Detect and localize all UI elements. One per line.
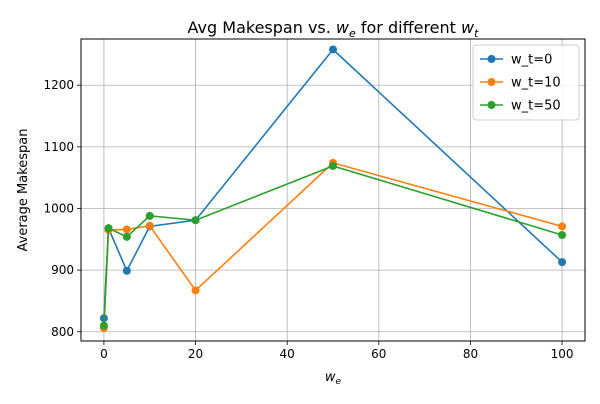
legend-label: w_t=0 <box>511 53 552 68</box>
x-tick-label: 40 <box>280 347 295 361</box>
data-point <box>122 232 131 241</box>
legend-item: w_t=50 <box>480 99 561 114</box>
legend-label: w_t=50 <box>511 99 561 114</box>
y-tick-label: 800 <box>51 325 74 339</box>
data-point <box>329 45 337 54</box>
data-point <box>145 221 154 230</box>
data-point <box>558 222 567 231</box>
data-point <box>191 216 200 225</box>
legend-marker <box>487 78 496 86</box>
legend-item: w_t=0 <box>480 53 552 68</box>
data-point <box>558 230 567 239</box>
legend-item: w_t=10 <box>480 76 561 91</box>
series-layer <box>99 45 567 333</box>
ticks: 0 20 40 60 80 100 800 900 1000 1100 1200 <box>43 78 573 361</box>
y-tick-label: 1200 <box>43 78 74 92</box>
y-tick-label: 1100 <box>43 140 74 154</box>
plot-frame <box>80 38 586 342</box>
legend-marker <box>487 55 496 63</box>
x-tick-label: 0 <box>100 347 108 361</box>
y-tick-label: 900 <box>51 263 74 277</box>
x-axis-label: we <box>325 370 342 387</box>
data-point <box>122 266 131 275</box>
legend-marker <box>487 101 496 109</box>
x-tick-label: 80 <box>463 347 478 361</box>
data-point <box>558 258 567 267</box>
data-point <box>191 286 200 295</box>
data-point <box>122 225 131 234</box>
y-tick-label: 1000 <box>43 201 74 215</box>
series-line <box>103 165 563 326</box>
series-3 <box>99 161 567 330</box>
y-axis-label: Average Makespan <box>16 129 31 252</box>
x-tick-label: 60 <box>371 347 386 361</box>
data-point <box>104 224 113 233</box>
x-tick-label: 100 <box>551 347 574 361</box>
legend-box <box>472 44 580 121</box>
data-point <box>329 161 337 170</box>
legend-label: w_t=10 <box>511 76 561 91</box>
data-point <box>145 211 154 220</box>
x-tick-label: 20 <box>188 347 203 361</box>
legend: w_t=0 w_t=10 w_t=50 <box>472 44 580 121</box>
chart-title: Avg Makespan vs. we for different wt <box>188 18 480 40</box>
data-point <box>99 321 108 330</box>
series-2 <box>99 158 567 333</box>
series-line <box>103 162 563 329</box>
